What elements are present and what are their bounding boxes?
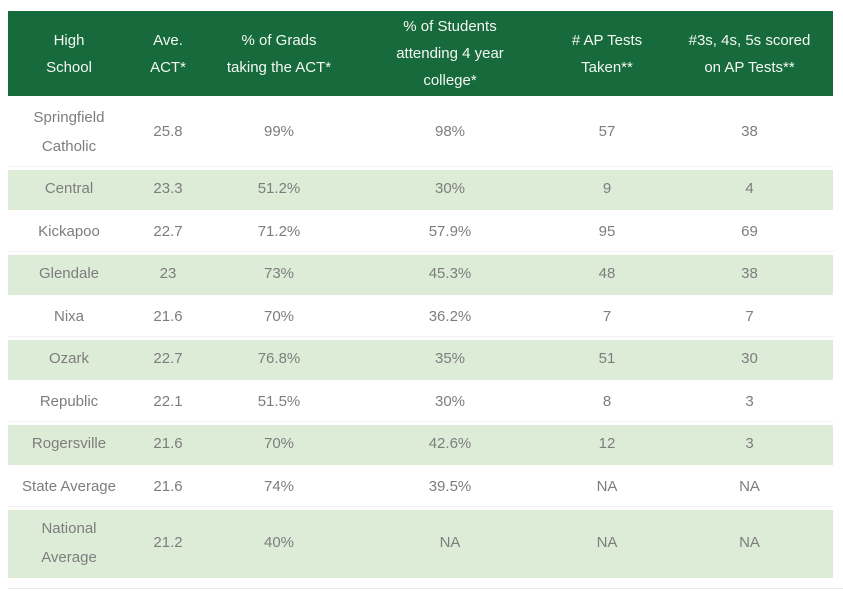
table-row: Republic 22.1 51.5% 30% 8 3 — [8, 382, 833, 422]
table-cell: 21.6 — [130, 297, 206, 337]
high-school-comparison-table: High School Ave. ACT*% of Grads taking th… — [8, 8, 833, 581]
table-cell: 7 — [548, 297, 666, 337]
table-cell: 70% — [206, 425, 352, 465]
table-cell: NA — [548, 467, 666, 507]
table-cell: 51.2% — [206, 170, 352, 210]
table-cell: 51 — [548, 340, 666, 380]
table-cell: 70% — [206, 297, 352, 337]
table-cell: 40% — [206, 510, 352, 578]
table-cell: 30% — [352, 170, 548, 210]
table-cell: 69 — [666, 212, 833, 252]
table-cell: 3 — [666, 382, 833, 422]
school-name-cell: State Average — [8, 467, 130, 507]
table-cell: 22.7 — [130, 340, 206, 380]
table-row: Kickapoo 22.7 71.2% 57.9% 95 69 — [8, 212, 833, 252]
table-cell: 38 — [666, 255, 833, 295]
school-name-cell: National Average — [8, 510, 130, 578]
table-cell: 36.2% — [352, 297, 548, 337]
table-cell: NA — [352, 510, 548, 578]
table-cell: 57.9% — [352, 212, 548, 252]
table-cell: 23 — [130, 255, 206, 295]
table-header: High School Ave. ACT*% of Grads taking th… — [8, 11, 833, 96]
table-cell: NA — [666, 467, 833, 507]
table-cell: 45.3% — [352, 255, 548, 295]
table-row: Rogersville 21.6 70% 42.6% 12 3 — [8, 425, 833, 465]
table-cell: 76.8% — [206, 340, 352, 380]
school-name-cell: Nixa — [8, 297, 130, 337]
table-cell: 51.5% — [206, 382, 352, 422]
table-cell: 71.2% — [206, 212, 352, 252]
school-name-cell: Central — [8, 170, 130, 210]
table-cell: 48 — [548, 255, 666, 295]
table-cell: 8 — [548, 382, 666, 422]
table-cell: 21.6 — [130, 425, 206, 465]
table-row: Nixa 21.6 70% 36.2% 7 7 — [8, 297, 833, 337]
table-cell: NA — [666, 510, 833, 578]
table-cell: 21.2 — [130, 510, 206, 578]
table-row: Ozark 22.7 76.8% 35% 51 30 — [8, 340, 833, 380]
table-cell: 21.6 — [130, 467, 206, 507]
table-cell: 9 — [548, 170, 666, 210]
column-header: High School — [8, 11, 130, 96]
table-cell: 3 — [666, 425, 833, 465]
table-cell: 98% — [352, 99, 548, 167]
column-header: #3s, 4s, 5s scored on AP Tests** — [666, 11, 833, 96]
table-cell: 57 — [548, 99, 666, 167]
column-header: % of Grads taking the ACT* — [206, 11, 352, 96]
table-cell: 30% — [352, 382, 548, 422]
school-name-cell: Springfield Catholic — [8, 99, 130, 167]
header-row: High School Ave. ACT*% of Grads taking th… — [8, 11, 833, 96]
table-row: State Average 21.6 74% 39.5% NA NA — [8, 467, 833, 507]
table-cell: 42.6% — [352, 425, 548, 465]
table-cell: NA — [548, 510, 666, 578]
school-name-cell: Rogersville — [8, 425, 130, 465]
table-cell: 22.1 — [130, 382, 206, 422]
column-header: Ave. ACT* — [130, 11, 206, 96]
table-cell: 23.3 — [130, 170, 206, 210]
school-name-cell: Republic — [8, 382, 130, 422]
table-row: Glendale 23 73% 45.3% 48 38 — [8, 255, 833, 295]
table-cell: 74% — [206, 467, 352, 507]
table-cell: 39.5% — [352, 467, 548, 507]
school-name-cell: Kickapoo — [8, 212, 130, 252]
table-cell: 12 — [548, 425, 666, 465]
school-name-cell: Ozark — [8, 340, 130, 380]
table-cell: 30 — [666, 340, 833, 380]
table-cell: 95 — [548, 212, 666, 252]
table-row: Springfield Catholic 25.8 99% 98% 57 38 — [8, 99, 833, 167]
table-cell: 99% — [206, 99, 352, 167]
table-cell: 22.7 — [130, 212, 206, 252]
school-name-cell: Glendale — [8, 255, 130, 295]
table-cell: 4 — [666, 170, 833, 210]
table-cell: 73% — [206, 255, 352, 295]
table-cell: 38 — [666, 99, 833, 167]
table-row: National Average 21.2 40% NA NA NA — [8, 510, 833, 578]
table-cell: 25.8 — [130, 99, 206, 167]
table-row: Central 23.3 51.2% 30% 9 4 — [8, 170, 833, 210]
table-bottom-divider — [8, 588, 843, 589]
column-header: # AP Tests Taken** — [548, 11, 666, 96]
column-header: % of Students attending 4 year college* — [352, 11, 548, 96]
table-cell: 35% — [352, 340, 548, 380]
table-cell: 7 — [666, 297, 833, 337]
